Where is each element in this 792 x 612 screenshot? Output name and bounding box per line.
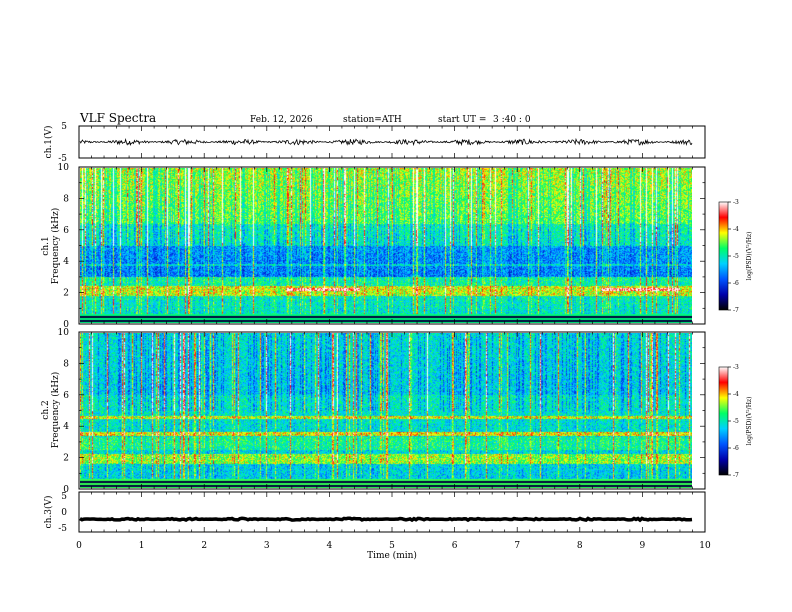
colorbar-ch1: -3 -4 -5 -6 -7 log(PSD)(V²/Hz) [718,199,753,314]
ch2-spectrogram-panel: 0 2 4 6 8 10 ch.2 Frequency (kHz) [41,328,706,495]
y-tick-label: 2 [63,454,69,464]
ch3-ytick-top: 5 [61,492,67,502]
y-tick-label: 10 [58,328,70,338]
colorbar-ch1-bar [718,201,729,311]
y-tick-label: 6 [63,391,69,401]
x-tick-label: 5 [389,541,395,551]
x-tick-label: 4 [327,541,333,551]
y-tick-label: 8 [63,194,69,204]
header-date: Feb. 12, 2026 [250,115,313,125]
colorbar-tick-label: -5 [733,253,739,260]
ch1-ylabel-channel: ch.1 [41,236,51,255]
ch3-waveform-panel: 5 0 -5 ch.3(V) [43,491,706,534]
x-axis-label: Time (min) [367,550,417,561]
header-station: station=ATH [343,115,402,125]
y-tick-label: 0 [63,320,69,330]
colorbar-tick-label: -6 [733,445,739,452]
colorbar-tick-label: -6 [733,280,739,287]
colorbar-ch2-label: log(PSD)(V²/Hz) [746,397,753,446]
colorbar-tick-label: -4 [733,391,739,398]
header-start-ut-label: start UT = [438,115,486,125]
x-tick-label: 8 [577,541,583,551]
colorbar-tick-label: -7 [733,472,739,479]
y-tick-label: 4 [63,422,69,432]
y-tick-label: 2 [63,289,69,299]
ch3-ytick-bottom: -5 [58,524,67,534]
ch1-spectrogram-image [80,168,692,323]
colorbar-tick-label: -3 [733,199,739,206]
ch2-ylabel-channel: ch.2 [41,400,51,419]
colorbar-ch1-label: log(PSD)(V²/Hz) [746,232,753,281]
chart-title: VLF Spectra [79,111,156,125]
ch1-ylabel-frequency: Frequency (kHz) [50,208,61,285]
ch1-ytick-bottom: -5 [58,154,67,164]
y-tick-label: 6 [63,226,69,236]
x-tick-label: 1 [139,541,145,551]
x-axis-tick-labels: 0 1 2 3 4 5 6 7 8 9 10 [76,541,711,551]
colorbar-ch2-bar [718,366,729,476]
x-tick-label: 10 [699,541,711,551]
y-tick-label: 4 [63,257,69,267]
ch1-spectrogram-panel: 0 2 4 6 8 10 ch.1 Frequency (kHz) [41,163,706,330]
y-tick-label: 10 [58,163,70,173]
ch1-ytick-top: 5 [61,122,67,132]
colorbar-tick-label: -7 [733,307,739,314]
ch3-waveform-ylabel: ch.3(V) [43,496,54,529]
ch3-waveform-frame [78,491,706,533]
colorbar-tick-label: -4 [733,226,739,233]
ch3-waveform-line [79,516,693,523]
x-axis-ticks [78,126,706,532]
x-tick-label: 3 [264,541,270,551]
ch1-waveform-panel: 5 -5 ch.1(V) [43,122,706,164]
colorbar-tick-label: -3 [733,364,739,371]
ch2-spectrogram-image [80,333,692,488]
ch2-ylabel-frequency: Frequency (kHz) [50,372,61,449]
y-tick-label: 8 [63,359,69,369]
x-tick-label: 9 [640,541,646,551]
x-tick-label: 6 [452,541,458,551]
header-start-ut-value: 3 :40 : 0 [493,115,531,125]
colorbar-tick-label: -5 [733,418,739,425]
ch3-ytick-mid: 0 [61,508,67,518]
colorbar-ch2: -3 -4 -5 -6 -7 log(PSD)(V²/Hz) [718,364,753,479]
y-tick-label: 0 [63,485,69,495]
x-tick-label: 7 [514,541,520,551]
x-tick-label: 0 [76,541,82,551]
ch1-waveform-ylabel: ch.1(V) [43,126,54,159]
ch1-waveform-line [79,137,693,147]
x-tick-label: 2 [201,541,207,551]
